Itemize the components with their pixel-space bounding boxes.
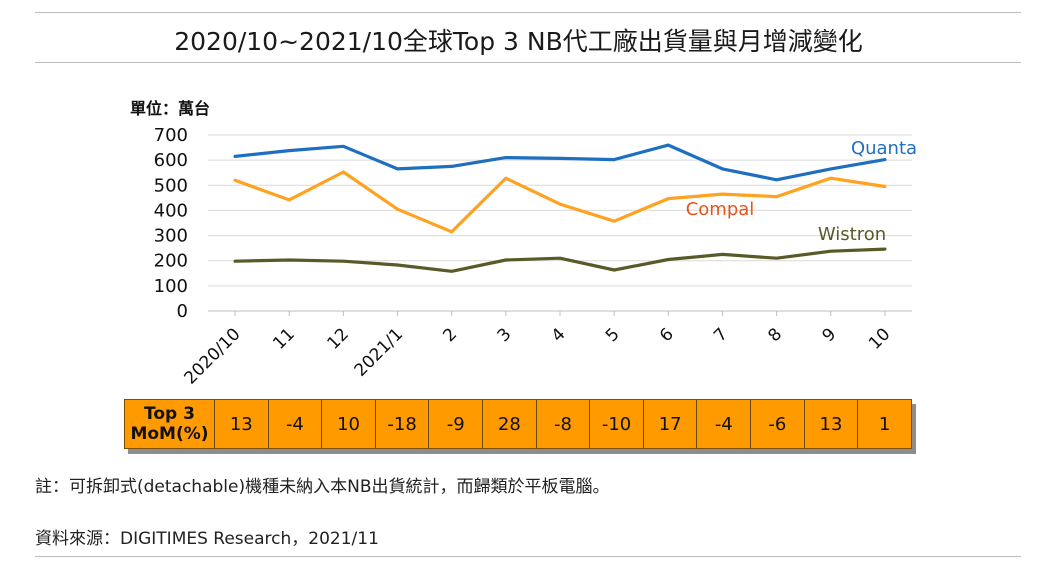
y-tick-label: 100 [154,276,188,297]
chart-title: 2020/10~2021/10全球Top 3 NB代工廠出貨量與月增減變化 [174,27,863,56]
y-tick-label: 400 [154,200,188,221]
x-tick-label: 11 [269,324,298,353]
series-line-compal [233,170,887,234]
mom-cell: 13 [215,400,269,448]
y-tick-label: 300 [154,226,188,247]
title-rule [35,62,1021,63]
x-tick-label: 4 [548,324,570,346]
mom-cell: -8 [537,400,591,448]
mom-table: Top 3 MoM(%) 13 -4 10 -18 -9 28 -8 -10 17 -4 -6 13 1 [124,399,916,454]
mom-cell: 28 [483,400,537,448]
top-rule [35,12,1021,13]
mom-cell: -4 [697,400,752,448]
mom-cell: -18 [376,400,430,448]
y-tick-label: 200 [154,251,188,272]
x-tick-label: 2020/10 [181,324,245,388]
footnote: 註：可拆卸式(detachable)機種未納入本NB出貨統計，而歸類於平板電腦。 [35,477,610,497]
x-tick-label: 10 [865,324,894,353]
unit-label: 單位：萬台 [130,99,210,118]
series-label-wistron: Wistron [818,224,886,245]
x-tick-label: 7 [710,324,732,346]
y-tick-label: 600 [154,150,188,171]
mom-cell: -10 [590,400,644,448]
source-note: 資料來源：DIGITIMES Research，2021/11 [35,529,379,549]
mom-label-line2: MoM(%) [130,424,209,444]
mom-cell: -9 [429,400,484,448]
bottom-rule [35,556,1021,557]
mom-cell: 1 [878,413,891,435]
series-line-quanta [233,143,887,182]
mom-row-header: Top 3 MoM(%) [125,400,215,448]
x-tick-label: 8 [764,324,786,346]
x-tick-label: 5 [602,324,624,346]
series-label-compal: Compal [686,199,755,220]
mom-cell: -4 [269,400,323,448]
x-tick-label: 12 [323,324,352,353]
x-tick-label: 6 [656,324,678,346]
line-chart: 單位：萬台 0 100 200 300 400 500 600 700 2020/10 11 12… [130,99,917,388]
y-tick-label: 500 [154,175,188,196]
y-tick-label: 700 [154,125,188,146]
x-tick-label: 9 [819,324,841,346]
series-label-quanta: Quanta [851,138,917,159]
x-tick-label: 2021/1 [351,324,407,380]
mom-cell: 17 [644,400,698,448]
x-tick-label: 3 [494,324,516,346]
x-tick-label: 2 [439,324,461,346]
series-line-wistron [233,247,887,273]
mom-label-line1: Top 3 [144,404,195,424]
mom-row: Top 3 MoM(%) 13 -4 10 -18 -9 28 -8 -10 17 -4 -6 13 1 [124,399,912,449]
mom-cell: -6 [751,400,805,448]
mom-cell: 10 [322,400,376,448]
mom-cell: 13 [805,400,859,448]
y-tick-label: 0 [177,301,188,322]
